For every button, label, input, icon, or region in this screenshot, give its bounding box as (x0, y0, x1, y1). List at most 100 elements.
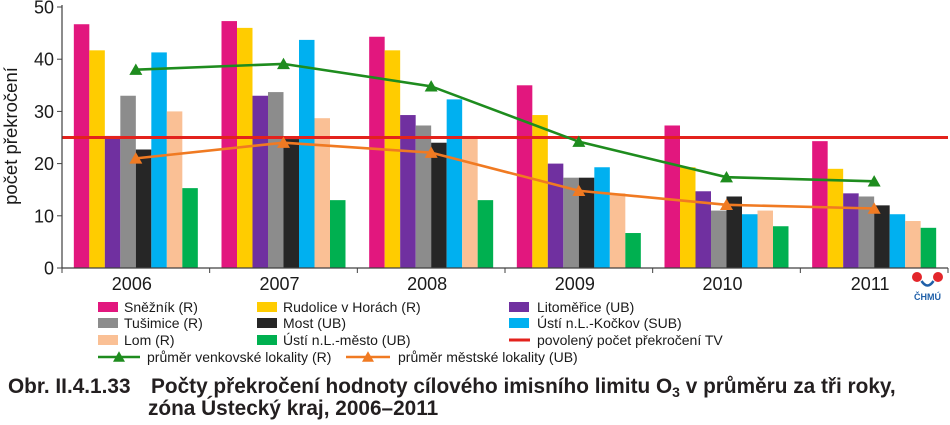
bar-usti-n-l-mesto-ub-2010 (773, 226, 789, 268)
line-series (129, 57, 881, 214)
bar-litomerice-ub-2009 (547, 163, 564, 268)
bar-usti-n-l-kockov-sub-2010 (742, 214, 758, 268)
legend-label: Lom (R) (124, 332, 175, 348)
marker-prumer-mestske-lokality-ub-2008 (424, 146, 438, 158)
x-tick-label-2009: 2009 (555, 274, 595, 294)
logo-dot-left-icon (912, 272, 922, 282)
legend-item-usti-n-l-kockov-sub: Ústí n.L.-Kočkov (SUB) (509, 315, 682, 331)
legend-item-sneznik-r: Sněžník (R) (98, 299, 198, 315)
legend-item-rudolice-v-horach-r: Rudolice v Horách (R) (257, 299, 421, 315)
legend-swatch (98, 335, 118, 345)
marker-prumer-mestske-lokality-ub-2011 (867, 202, 881, 214)
caption-text-end: v průměru za tři roky, (679, 375, 896, 398)
figure-caption-line2: zóna Ústecký kraj, 2006–2011 (148, 397, 439, 420)
bar-most-ub-2007 (283, 139, 299, 268)
bar-tusimice-r-2008 (415, 125, 432, 269)
bar-lom-r-2007 (314, 118, 330, 268)
legend-swatch (98, 318, 118, 328)
marker-prumer-mestske-lokality-ub-2009 (572, 184, 586, 196)
y-tick-label-0: 0 (44, 259, 54, 279)
line-prumer-venkovske-lokality-r (135, 62, 875, 183)
y-tick-label-30: 30 (34, 102, 54, 122)
axes (57, 5, 949, 273)
y-tick-label-10: 10 (34, 206, 54, 226)
legend-item-prumer-venkovske-lokality-r: průměr venkovské lokality (R) (98, 349, 331, 365)
marker-prumer-venkovske-lokality-r-2006 (129, 63, 143, 75)
marker-prumer-mestske-lokality-ub-2010 (720, 198, 733, 211)
marker-prumer-mestske-lokality-ub-2006 (129, 152, 143, 164)
bar-tusimice-r-2006 (120, 95, 136, 269)
y-tick-label-20: 20 (34, 154, 54, 174)
legend-label: Litoměřice (UB) (537, 299, 634, 315)
y-tick-label-50: 50 (34, 0, 54, 18)
logo-wave-icon (920, 280, 935, 287)
caption-subscript: 3 (672, 384, 680, 400)
marker-prumer-venkovske-lokality-r-2007 (277, 57, 290, 70)
bar-usti-n-l-mesto-ub-2009 (625, 233, 641, 268)
marker-prumer-venkovske-lokality-r-2008 (424, 80, 438, 92)
bar-sneznik-r-2010 (664, 125, 680, 269)
legend-swatch (257, 335, 277, 345)
tick-labels: 0 10 20 30 40 50 2006 2007 2008 2009 2010 2011 (34, 0, 890, 294)
legend-item-povoleny-pocet-prekroceni-tv: povolený počet překročení TV (509, 332, 723, 348)
x-tick-label-2006: 2006 (112, 274, 152, 294)
bar-usti-n-l-kockov-sub-2011 (889, 214, 906, 268)
legend-item-lom-r: Lom (R) (98, 332, 175, 348)
legend-item-prumer-mestske-lokality-ub: průměr městské lokality (UB) (346, 349, 578, 365)
legend-label: Rudolice v Horách (R) (283, 299, 421, 315)
x-tick-label-2011: 2011 (851, 274, 890, 294)
legend-item-usti-n-l-mesto-ub: Ústí n.L.-město (UB) (257, 332, 411, 348)
logo-dot-right-icon (933, 272, 943, 282)
bar-rudolice-v-horach-r-2009 (532, 115, 548, 268)
bar-most-ub-2011 (874, 205, 890, 268)
bar-usti-n-l-kockov-sub-2006 (151, 52, 167, 268)
bar-sneznik-r-2011 (812, 141, 828, 268)
bar-most-ub-2010 (726, 196, 742, 268)
legend-swatch (509, 302, 529, 312)
legend-swatch (257, 302, 277, 312)
figure-caption-line1: Počty překročení hodnoty cílového imisní… (151, 375, 896, 400)
marker-prumer-venkovske-lokality-r-2009 (572, 135, 586, 147)
marker-prumer-mestske-lokality-ub-2007 (277, 136, 290, 148)
bar-usti-n-l-kockov-sub-2009 (594, 167, 610, 268)
bar-lom-r-2009 (609, 193, 626, 268)
legend-swatch (509, 318, 529, 328)
marker-prumer-venkovske-lokality-r-2011 (867, 175, 881, 187)
legend: Sněžník (R) Rudolice v Horách (R) Litoměři… (98, 299, 723, 365)
y-axis-label: počet překročení (0, 66, 21, 205)
marker-prumer-venkovske-lokality-r-2010 (720, 170, 733, 183)
caption-text: Počty překročení hodnoty cílového imisní… (151, 375, 673, 398)
legend-label: Tušimice (R) (124, 315, 203, 331)
legend-label: Ústí n.L.-Kočkov (SUB) (537, 315, 682, 331)
x-tick-label-2008: 2008 (407, 274, 447, 294)
bars (73, 21, 937, 269)
legend-swatch (98, 302, 118, 312)
figure-number: Obr. II.4.1.33 (8, 375, 131, 398)
legend-item-most-ub: Most (UB) (257, 315, 346, 331)
bar-litomerice-ub-2011 (843, 193, 859, 268)
bar-tusimice-r-2011 (858, 196, 875, 268)
bar-litomerice-ub-2010 (695, 191, 711, 268)
bar-rudolice-v-horach-r-2011 (827, 168, 844, 268)
legend-label: Ústí n.L.-město (UB) (283, 332, 411, 348)
bar-lom-r-2008 (462, 135, 478, 268)
bar-lom-r-2010 (757, 210, 773, 268)
bar-rudolice-v-horach-r-2010 (680, 167, 696, 268)
legend-item-tusimice-r: Tušimice (R) (98, 315, 203, 331)
legend-swatch-marker (362, 351, 374, 362)
legend-label: povolený počet překročení TV (537, 332, 723, 348)
bar-litomerice-ub-2008 (400, 115, 416, 268)
legend-item-litomerice-ub: Litoměřice (UB) (509, 299, 634, 315)
legend-swatch (257, 318, 277, 328)
bar-most-ub-2008 (431, 142, 447, 268)
chmu-logo: ČHMÚ (912, 272, 943, 302)
y-tick-label-40: 40 (34, 50, 54, 70)
bar-sneznik-r-2007 (221, 21, 237, 269)
bar-lom-r-2011 (905, 221, 921, 268)
bar-usti-n-l-mesto-ub-2008 (477, 200, 494, 268)
bar-usti-n-l-mesto-ub-2011 (920, 227, 937, 268)
bar-litomerice-ub-2007 (252, 95, 268, 269)
bar-litomerice-ub-2006 (104, 135, 121, 268)
legend-label: průměr městské lokality (UB) (398, 349, 578, 365)
bar-rudolice-v-horach-r-2006 (89, 50, 105, 268)
